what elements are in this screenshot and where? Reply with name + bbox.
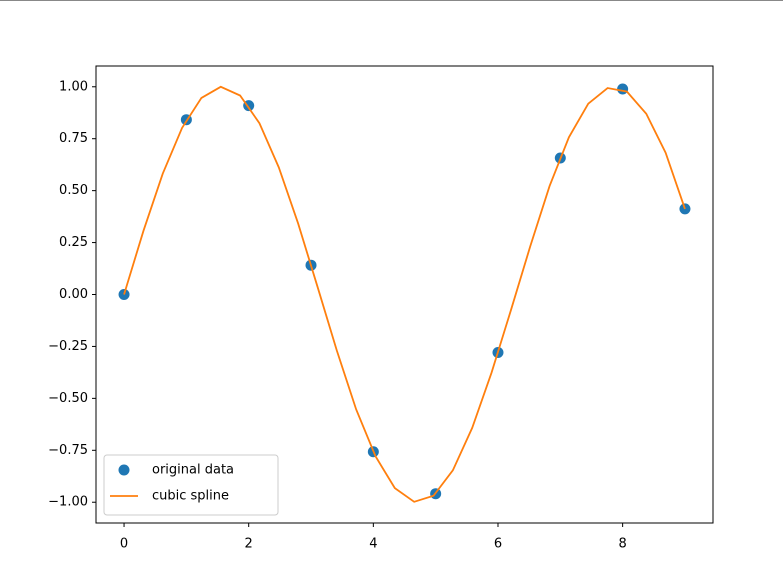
x-tick-label: 6 [494,537,502,552]
y-tick-label: −0.25 [48,339,88,354]
y-tick-label: 1.00 [59,79,88,94]
y-tick-label: 0.50 [59,183,88,198]
plot-frame [95,65,714,524]
spline-line [123,85,686,503]
y-tick-label: 0.25 [59,235,88,250]
y-tick-label: −0.75 [48,443,88,458]
x-tick-label: 8 [618,537,626,552]
y-tick-label: −0.50 [48,391,88,406]
y-tick-label: 0.00 [59,287,88,302]
legend-label: cubic spline [152,489,229,504]
y-tick-label: 0.75 [59,131,88,146]
x-tick-label: 2 [245,537,253,552]
x-tick-label: 4 [369,537,377,552]
legend-label: original data [152,463,234,478]
legend-marker [118,464,130,476]
legend-box [103,454,279,516]
data-point [617,83,629,95]
y-tick-label: −1.00 [48,495,88,510]
x-tick-label: 0 [120,537,128,552]
